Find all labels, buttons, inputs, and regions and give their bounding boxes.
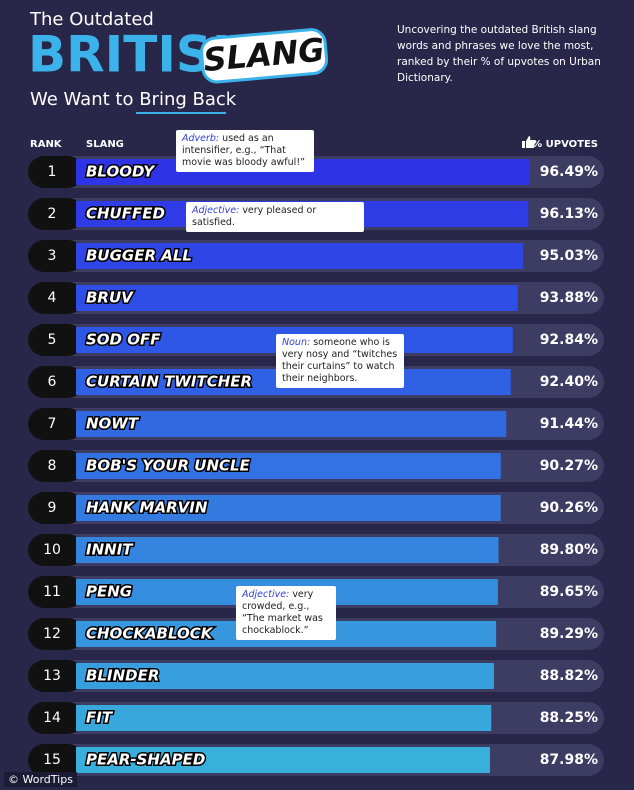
category-label: PEAR-SHAPED [86,751,205,769]
bar [76,453,501,479]
thumb-icon [522,136,536,148]
value-label: 89.65% [540,584,598,600]
title-badge: SLANG [200,28,329,84]
rank-pill [28,156,84,188]
category-label: CURTAIN TWITCHER [86,373,252,391]
category-label: BOB'S YOUR UNCLE [86,457,251,475]
category-label: NOWT [86,415,140,433]
category-header: SLANG [86,139,124,150]
value-label: 95.03% [540,248,598,264]
bar [76,705,492,731]
annotation-text: someone who is very nosy and “twitches t… [282,337,398,384]
rank-label: 9 [48,500,57,516]
value-label: 93.88% [540,290,598,306]
category-label: PENG [86,583,132,601]
annotation-text: very pleased or satisfied. [192,205,317,228]
category-label: CHOCKABLOCK [86,625,214,643]
rank-label: 11 [43,584,61,600]
rank-label: 7 [48,416,57,432]
value-header: % UPVOTES [532,139,598,150]
title-top: The Outdated [29,9,154,30]
value-label: 88.82% [540,668,598,684]
source: © WordTips [4,772,77,787]
rank-pill [28,324,84,356]
rank-pill [28,198,84,230]
value-label: 96.49% [540,164,598,180]
annotation-term: Adverb: [182,133,220,144]
value-label: 89.29% [540,626,598,642]
value-label: 90.26% [540,500,598,516]
rank-label: 14 [43,710,61,726]
rank-header: RANK [30,139,63,150]
rank-pill [28,660,84,692]
value-label: 96.13% [540,206,598,222]
annotation-text: used as an intensifier, e.g., “That movi… [182,133,306,168]
rank-pill [28,534,84,566]
rank-label: 15 [43,752,61,768]
category-label: CHUFFED [86,205,165,223]
category-label: FIT [86,709,114,727]
annotation: Adjective: very pleased or satisfied. [186,202,364,232]
category-label: INNIT [86,541,134,559]
rank-pill [28,702,84,734]
value-label: 92.40% [540,374,598,390]
value-label: 92.84% [540,332,598,348]
bar [76,495,501,521]
bar [76,411,507,437]
rank-label: 3 [48,248,57,264]
title-bottom: We Want to Bring Back [30,89,237,110]
annotation-term: Adjective: [242,589,290,600]
category-label: SOD OFF [86,331,161,349]
rank-pill [28,618,84,650]
rank-label: 13 [43,668,61,684]
bar [76,537,499,563]
rank-label: 2 [48,206,57,222]
rank-label: 4 [48,290,57,306]
bar [76,663,494,689]
bar [76,747,490,773]
badge-bg [200,28,329,84]
annotation-term: Adjective: [192,205,240,216]
rank-label: 12 [43,626,61,642]
category-label: BLOODY [86,163,156,181]
rank-pill [28,576,84,608]
annotation: Noun: someone who is very nosy and “twit… [276,334,404,388]
value-label: 89.80% [540,542,598,558]
rank-pill [28,240,84,272]
rank-pill [28,744,84,776]
value-label: 91.44% [540,416,598,432]
rank-pill [28,366,84,398]
annotation-term: Noun: [282,337,311,348]
value-label: 88.25% [540,710,598,726]
bar [76,243,524,269]
subtitle: Uncovering the outdated British slang wo… [397,24,601,84]
bar [76,285,518,311]
category-label: BUGGER ALL [86,247,192,265]
annotation: Adverb: used as an intensifier, e.g., “T… [176,130,314,172]
rank-label: 10 [43,542,61,558]
rank-label: 5 [48,332,57,348]
value-label: 87.98% [540,752,598,768]
rank-label: 1 [48,164,57,180]
category-label: BLINDER [86,667,159,685]
rank-pill [28,282,84,314]
rank-pill [28,408,84,440]
annotation: Adjective: very crowded, e.g., “The mark… [236,586,336,640]
category-label: BRUV [86,289,134,307]
rank-label: 6 [48,374,57,390]
value-label: 90.27% [540,458,598,474]
rank-label: 8 [48,458,57,474]
rank-pill [28,450,84,482]
annotation-text: very crowded, e.g., “The market was choc… [242,589,323,636]
rank-pill [28,492,84,524]
category-label: HANK MARVIN [86,499,208,517]
